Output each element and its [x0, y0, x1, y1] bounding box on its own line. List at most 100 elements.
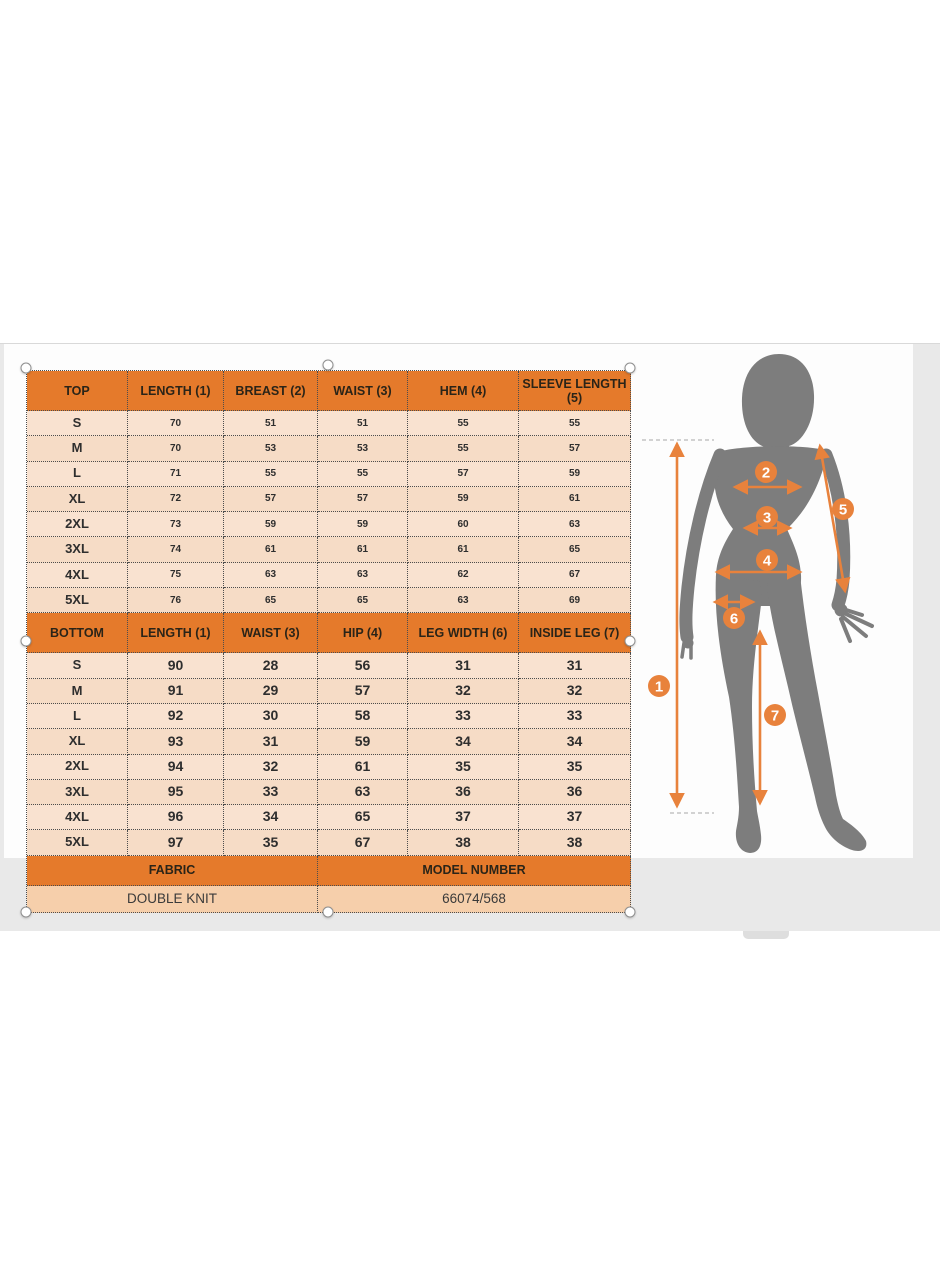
top-value-cell: 63 — [408, 588, 519, 614]
bottom-value-cell: 37 — [519, 805, 631, 831]
bottom-column-header-1: LENGTH (1) — [128, 613, 224, 654]
bottom-value-cell: 97 — [128, 830, 224, 856]
bottom-value-cell: 59 — [318, 729, 408, 755]
top-value-cell: 61 — [408, 537, 519, 563]
bottom-size-label: 4XL — [27, 805, 128, 831]
bottom-value-cell: 38 — [519, 830, 631, 856]
top-value-cell: 70 — [128, 411, 224, 437]
top-value-cell: 70 — [128, 436, 224, 462]
fabric-value: DOUBLE KNIT — [27, 885, 318, 913]
top-value-cell: 65 — [224, 588, 318, 614]
bottom-value-cell: 36 — [519, 779, 631, 806]
bottom-value-cell: 34 — [408, 729, 519, 755]
top-value-cell: 53 — [224, 436, 318, 462]
top-value-cell: 76 — [128, 588, 224, 614]
fabric-header: FABRIC — [27, 855, 318, 886]
top-column-header-3: WAIST (3) — [318, 371, 408, 411]
bottom-column-header-5: INSIDE LEG (7) — [519, 613, 631, 654]
top-value-cell: 75 — [128, 562, 224, 589]
figure-right-leg — [767, 575, 867, 851]
top-value-cell: 59 — [318, 512, 408, 538]
bottom-value-cell: 31 — [224, 729, 318, 755]
top-value-cell: 63 — [224, 562, 318, 589]
top-value-cell: 59 — [224, 512, 318, 538]
selection-handle-right-middle[interactable] — [624, 635, 636, 647]
top-value-cell: 59 — [519, 461, 631, 487]
svg-text:1: 1 — [655, 679, 663, 696]
bottom-value-cell: 90 — [128, 653, 224, 679]
top-size-label: 4XL — [27, 562, 128, 589]
bottom-size-label: XL — [27, 729, 128, 755]
bottom-value-cell: 92 — [128, 703, 224, 730]
bottom-value-cell: 35 — [408, 754, 519, 780]
selection-handle-top-left[interactable] — [20, 362, 32, 374]
svg-text:6: 6 — [730, 611, 738, 628]
top-size-label: S — [27, 411, 128, 437]
top-value-cell: 61 — [318, 537, 408, 563]
figure-head — [741, 354, 815, 454]
top-value-cell: 51 — [318, 411, 408, 437]
canvas-scroll-tab[interactable] — [743, 931, 789, 939]
bottom-size-label: 5XL — [27, 830, 128, 856]
bottom-value-cell: 63 — [318, 779, 408, 806]
bottom-column-header-3: HIP (4) — [318, 613, 408, 654]
svg-text:4: 4 — [763, 553, 772, 570]
top-value-cell: 62 — [408, 562, 519, 589]
top-value-cell: 55 — [318, 461, 408, 487]
top-value-cell: 69 — [519, 588, 631, 614]
selection-handle-top-middle[interactable] — [322, 359, 334, 371]
top-column-header-0: TOP — [27, 371, 128, 411]
bottom-value-cell: 57 — [318, 678, 408, 704]
top-value-cell: 59 — [408, 486, 519, 513]
bottom-value-cell: 32 — [519, 678, 631, 704]
top-value-cell: 55 — [408, 436, 519, 462]
figure-silhouette — [679, 354, 874, 853]
bottom-value-cell: 32 — [224, 754, 318, 780]
top-value-cell: 74 — [128, 537, 224, 563]
bottom-column-header-4: LEG WIDTH (6) — [408, 613, 519, 654]
bottom-column-header-2: WAIST (3) — [224, 613, 318, 654]
guide-lines — [642, 439, 714, 814]
selection-handle-bottom-right[interactable] — [624, 906, 636, 918]
selection-handle-bottom-middle[interactable] — [322, 906, 334, 918]
model-number-value: 66074/568 — [318, 885, 631, 913]
selection-handle-top-right[interactable] — [624, 362, 636, 374]
top-value-cell: 60 — [408, 512, 519, 538]
bottom-column-header-0: BOTTOM — [27, 613, 128, 654]
top-value-cell: 57 — [318, 486, 408, 513]
bottom-value-cell: 96 — [128, 805, 224, 831]
bottom-value-cell: 34 — [519, 729, 631, 755]
top-size-label: 2XL — [27, 512, 128, 538]
svg-text:2: 2 — [762, 465, 770, 482]
bottom-value-cell: 67 — [318, 830, 408, 856]
bottom-value-cell: 30 — [224, 703, 318, 730]
top-value-cell: 51 — [224, 411, 318, 437]
top-value-cell: 63 — [318, 562, 408, 589]
bottom-value-cell: 31 — [408, 653, 519, 679]
measure-marker-7: 7 — [764, 704, 786, 726]
top-column-header-4: HEM (4) — [408, 371, 519, 411]
bottom-value-cell: 35 — [224, 830, 318, 856]
bottom-size-label: S — [27, 653, 128, 679]
size-chart-table[interactable]: TOP LENGTH (1) BREAST (2) WAIST (3) HEM (4) S… — [26, 370, 631, 913]
selection-handle-left-middle[interactable] — [20, 635, 32, 647]
figure-left-arm — [679, 448, 727, 644]
top-value-cell: 57 — [224, 486, 318, 513]
bottom-value-cell: 61 — [318, 754, 408, 780]
selection-handle-bottom-left[interactable] — [20, 906, 32, 918]
top-value-cell: 65 — [519, 537, 631, 563]
top-size-label: 5XL — [27, 588, 128, 614]
bottom-value-cell: 91 — [128, 678, 224, 704]
measurement-figure: 1 2 3 4 5 6 7 — [642, 354, 874, 853]
top-value-cell: 65 — [318, 588, 408, 614]
bottom-value-cell: 29 — [224, 678, 318, 704]
top-value-cell: 73 — [128, 512, 224, 538]
svg-text:7: 7 — [771, 708, 779, 725]
bottom-value-cell: 34 — [224, 805, 318, 831]
top-value-cell: 71 — [128, 461, 224, 487]
svg-text:5: 5 — [839, 502, 847, 519]
bottom-size-label: 2XL — [27, 754, 128, 780]
top-size-label: L — [27, 461, 128, 487]
measure-marker-3: 3 — [756, 506, 778, 528]
top-value-cell: 67 — [519, 562, 631, 589]
